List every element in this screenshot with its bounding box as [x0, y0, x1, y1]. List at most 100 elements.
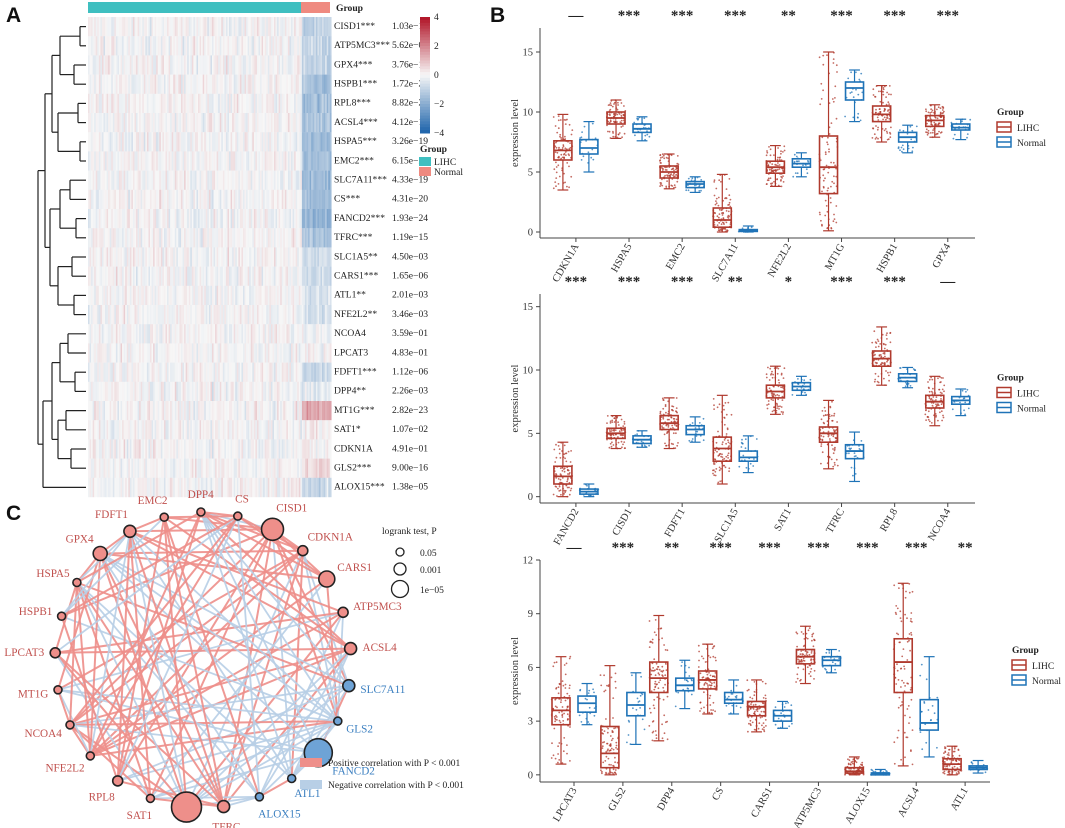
heatmap-cell: [204, 209, 206, 229]
heatmap-cell: [243, 343, 245, 363]
heatmap-cell: [255, 285, 258, 306]
heatmap-cell: [264, 420, 267, 440]
heatmap-cell: [100, 305, 103, 325]
heatmap-cell: [229, 74, 231, 94]
jitter-point: [663, 157, 666, 160]
heatmap-cell: [244, 324, 247, 344]
heatmap-cell: [111, 189, 113, 210]
jitter-point: [780, 180, 782, 182]
heatmap-cell: [173, 420, 175, 440]
heatmap-cell: [232, 132, 234, 152]
jitter-point: [858, 78, 861, 81]
heatmap-cell: [308, 247, 310, 267]
heatmap-cell: [280, 228, 282, 248]
heatmap-p-value: 2.82e−23: [392, 405, 428, 416]
jitter-point: [620, 102, 623, 104]
jitter-point: [827, 136, 829, 139]
jitter-point: [876, 116, 879, 119]
heatmap-cell: [148, 362, 151, 382]
heatmap-cell: [105, 132, 107, 152]
heatmap-cell: [165, 362, 168, 382]
jitter-point: [899, 149, 901, 152]
heatmap-cell: [193, 247, 196, 267]
heatmap-cell: [292, 324, 295, 344]
heatmap-cell: [269, 209, 272, 229]
heatmap-cell: [123, 74, 126, 94]
heatmap-cell: [140, 266, 143, 286]
jitter-point: [857, 112, 860, 115]
heatmap-cell: [246, 55, 248, 75]
heatmap-cell: [210, 74, 213, 94]
heatmap-cell: [216, 285, 219, 306]
heatmap-cell: [153, 151, 155, 171]
heatmap-cell: [112, 439, 115, 459]
heatmap-cell: [134, 228, 137, 248]
jitter-point: [565, 154, 567, 157]
heatmap-cell: [270, 266, 273, 286]
heatmap-cell: [221, 401, 224, 421]
heatmap-cell: [225, 74, 228, 94]
heatmap-cell: [114, 209, 117, 229]
heatmap-cell: [111, 55, 113, 75]
heatmap-cell: [298, 362, 301, 382]
heatmap-cell: [229, 420, 231, 440]
heatmap-cell: [108, 266, 110, 286]
heatmap-cell: [208, 93, 211, 114]
heatmap-cell: [153, 324, 155, 344]
heatmap-cell: [314, 362, 317, 382]
heatmap-cell: [198, 401, 200, 421]
heatmap-cell: [267, 132, 270, 152]
heatmap-cell: [283, 151, 286, 171]
heatmap-cell: [129, 247, 132, 267]
heatmap-cell: [101, 343, 104, 363]
heatmap-cell: [114, 439, 117, 459]
heatmap-cell: [176, 439, 179, 459]
heatmap-cell: [199, 381, 202, 402]
heatmap-cell: [298, 228, 301, 248]
heatmap-cell: [160, 228, 163, 248]
heatmap-cell: [168, 17, 171, 37]
heatmap-cell: [291, 189, 293, 210]
heatmap-cell: [94, 324, 96, 344]
heatmap-cell: [329, 228, 332, 248]
heatmap-cell: [219, 113, 222, 133]
heatmap-cell: [272, 228, 275, 248]
heatmap-cell: [243, 228, 245, 248]
heatmap-cell: [325, 189, 327, 210]
heatmap-cell: [173, 74, 175, 94]
heatmap-cell: [196, 36, 199, 56]
heatmap-cell: [154, 324, 157, 344]
heatmap-cell: [322, 381, 324, 402]
heatmap-cell: [185, 247, 188, 267]
heatmap-cell: [187, 189, 189, 210]
heatmap-cell: [198, 113, 200, 133]
heatmap-cell: [253, 189, 256, 210]
heatmap-cell: [216, 151, 219, 171]
heatmap-cell: [318, 324, 321, 344]
heatmap-cell: [252, 439, 255, 459]
heatmap-cell: [142, 458, 144, 478]
group-bar-normal: [301, 2, 330, 13]
heatmap-cell: [263, 477, 265, 498]
heatmap-cell: [176, 170, 179, 190]
heatmap-cell: [142, 93, 144, 114]
heatmap-cell: [322, 305, 324, 325]
heatmap-cell: [170, 285, 172, 306]
heatmap-cell: [278, 324, 281, 344]
heatmap-cell: [142, 343, 144, 363]
heatmap-cell: [148, 477, 151, 498]
heatmap-cell: [239, 74, 242, 94]
heatmap-cell: [241, 477, 244, 498]
heatmap-cell: [320, 36, 323, 56]
heatmap-cell: [250, 381, 253, 402]
heatmap-cell: [272, 362, 275, 382]
heatmap-cell: [317, 17, 320, 37]
heatmap-cell: [153, 458, 155, 478]
heatmap-cell: [232, 439, 234, 459]
heatmap-cell: [250, 36, 253, 56]
heatmap-cell: [326, 74, 329, 94]
heatmap-cell: [89, 362, 92, 382]
heatmap-cell: [224, 401, 227, 421]
heatmap-cell: [120, 285, 123, 306]
heatmap-cell: [119, 113, 121, 133]
